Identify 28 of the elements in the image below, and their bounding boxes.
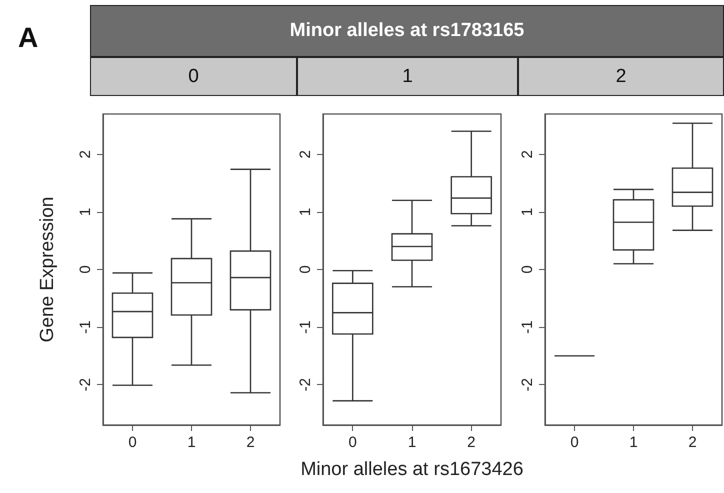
y-tick-label: 2	[297, 150, 314, 158]
x-tick-label: 1	[629, 434, 638, 451]
text: Minor alleles at rs1783165	[90, 5, 724, 57]
y-tick-label: 1	[77, 208, 94, 216]
y-tick-label: 0	[519, 265, 536, 274]
x-tick-label: 2	[688, 434, 697, 451]
y-tick-label: 1	[297, 208, 314, 216]
y-tick-label: 2	[77, 150, 94, 158]
x-tick-label: 2	[467, 434, 476, 451]
y-tick-label: 0	[77, 265, 94, 274]
y-tick-label: 1	[519, 208, 536, 216]
y-axis-title: Gene Expression	[37, 196, 58, 342]
y-tick-label: 2	[519, 150, 536, 158]
y-tick-label: -2	[297, 378, 314, 392]
y-tick-label: -1	[519, 320, 536, 334]
x-tick-label: 2	[246, 434, 255, 451]
y-tick-label: 0	[297, 265, 314, 274]
y-tick-label: -2	[77, 378, 94, 392]
y-tick-label: -2	[519, 378, 536, 392]
x-tick-label: 0	[570, 434, 579, 451]
x-tick-label: 0	[348, 434, 357, 451]
x-tick-label: 1	[187, 434, 196, 451]
y-tick-label: -1	[297, 320, 314, 334]
x-tick-label: 1	[408, 434, 416, 451]
x-tick-label: 0	[128, 434, 137, 451]
y-tick-label: -1	[77, 320, 94, 334]
x-axis-title: Minor alleles at rs1673426	[300, 459, 524, 481]
text: A	[18, 22, 38, 54]
